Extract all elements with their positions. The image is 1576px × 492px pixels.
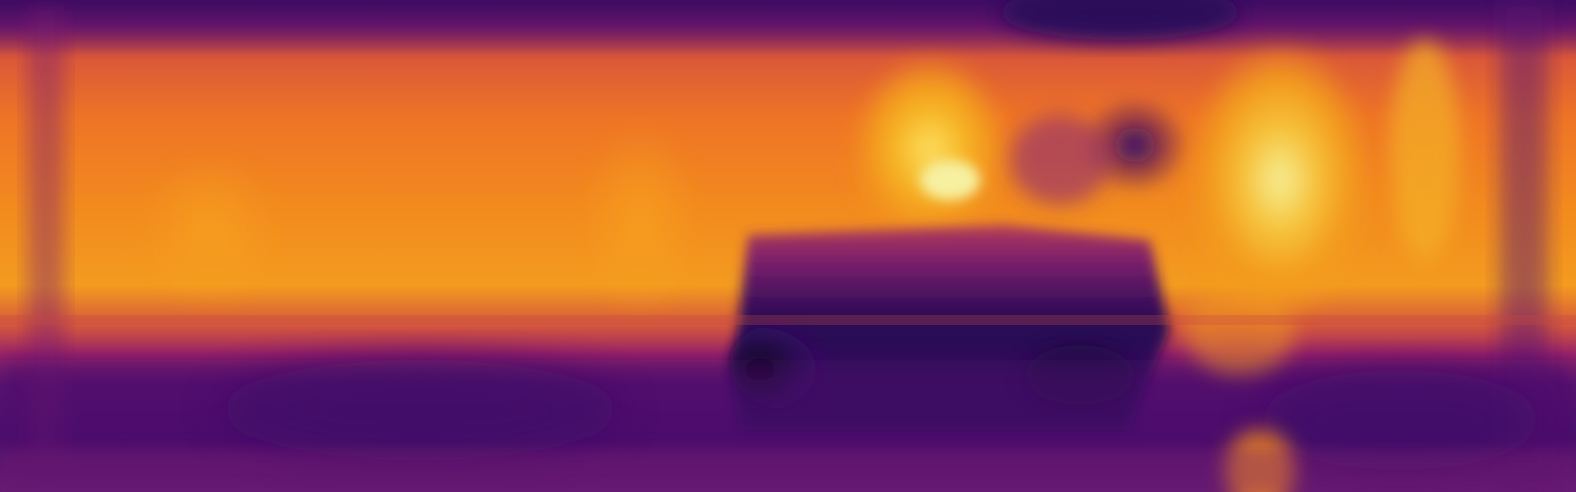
floor-shadow-right: [1260, 370, 1540, 470]
top-dark-patch: [1000, 0, 1240, 40]
hot-core-left: [920, 160, 980, 200]
warm-lower-right: [1185, 285, 1295, 375]
band-bottom: [0, 450, 1576, 492]
top-band: [0, 0, 1576, 60]
band-1: [0, 315, 1576, 325]
hot-spot-right: [1185, 40, 1375, 320]
warm-stripe-right: [1390, 40, 1460, 260]
hot-spot-left: [850, 55, 1010, 245]
warm-area-mid: [580, 120, 700, 320]
floor-shadow-left: [220, 360, 620, 460]
magenta-blob: [1010, 115, 1110, 205]
warm-area-left: [140, 150, 280, 310]
